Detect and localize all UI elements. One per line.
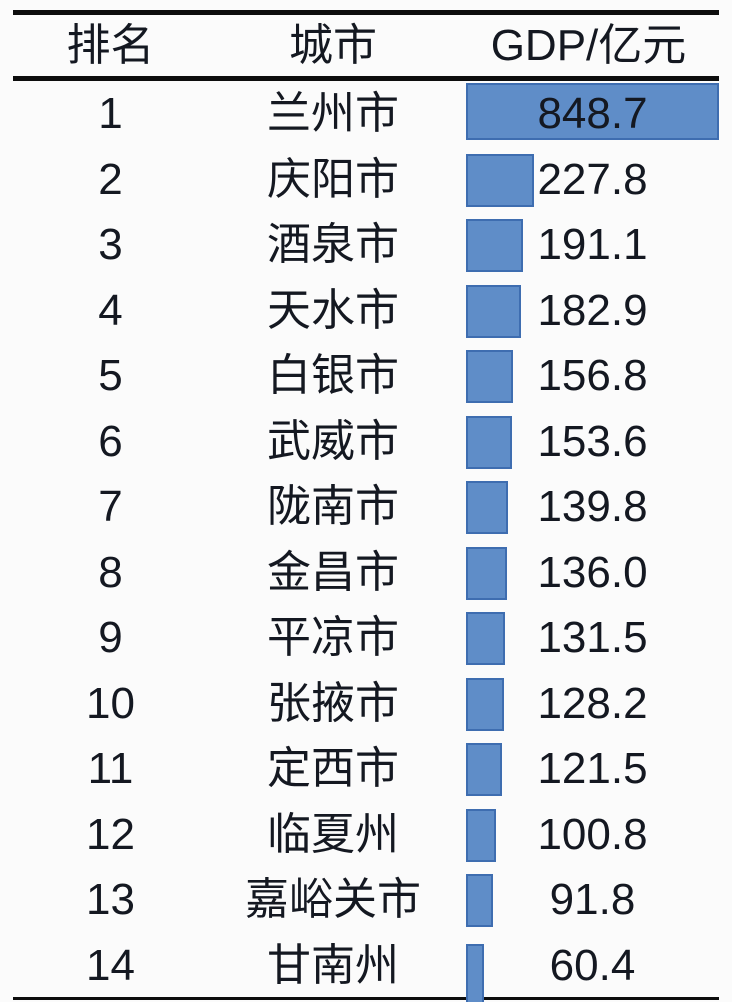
city-cell: 天水市: [267, 285, 399, 335]
gdp-value: 848.7: [537, 89, 648, 138]
rank-cell: 13: [86, 875, 135, 924]
column-header-gdp: GDP/亿元: [490, 21, 687, 70]
gdp-cell: 128.2: [466, 671, 719, 737]
gdp-bar: [466, 153, 534, 207]
city-cell: 金昌市: [267, 547, 399, 597]
rank-cell: 7: [98, 482, 123, 531]
rank-cell: 8: [98, 547, 123, 597]
rank-cell: 6: [98, 416, 123, 466]
city-cell: 平凉市: [267, 613, 399, 662]
gdp-bar: [466, 546, 507, 600]
gdp-bar: [466, 481, 508, 534]
gdp-bar: [466, 743, 503, 796]
gdp-bar: [466, 612, 506, 665]
rank-cell: 1: [98, 89, 123, 138]
gdp-bar: [466, 677, 505, 731]
rank-cell: 12: [86, 809, 135, 859]
column-header-city: 城市: [289, 21, 377, 70]
gdp-cell: 131.5: [466, 605, 719, 671]
column-header-rank: 排名: [66, 21, 155, 70]
gdp-cell: 156.8: [466, 343, 719, 409]
gdp-cell: 182.9: [466, 278, 719, 344]
table-row: 6 武威市 153.6: [0, 409, 732, 475]
table-row: 8 金昌市 136.0: [0, 540, 732, 606]
gdp-value: 227.8: [537, 154, 648, 204]
rank-cell: 14: [86, 940, 135, 990]
city-cell: 张掖市: [267, 678, 399, 728]
city-cell: 临夏州: [267, 809, 399, 859]
gdp-value: 139.8: [537, 482, 648, 531]
table-row: 12 临夏州 100.8: [0, 802, 732, 868]
gdp-bar: [466, 808, 496, 862]
city-cell: 嘉峪关市: [245, 875, 421, 924]
table-row: 5 白银市 156.8: [0, 343, 732, 409]
gdp-bar: [466, 83, 719, 140]
gdp-value: 128.2: [537, 678, 648, 728]
gdp-bar: [466, 943, 484, 1002]
gdp-cell: 191.1: [466, 212, 719, 278]
gdp-value: 131.5: [537, 613, 648, 662]
table-row: 4 天水市 182.9: [0, 278, 732, 344]
gdp-cell: 91.8: [466, 867, 719, 933]
table-row: 3 酒泉市 191.1: [0, 212, 732, 278]
gdp-value: 182.9: [537, 285, 648, 335]
gdp-value: 156.8: [537, 351, 648, 400]
table-row: 9 平凉市 131.5: [0, 605, 732, 671]
city-cell: 武威市: [267, 416, 399, 466]
gdp-cell: 139.8: [466, 474, 719, 540]
gdp-value: 153.6: [537, 416, 648, 466]
table-body: 1 兰州市 848.7 2 庆阳市 227.8 3 酒泉市 191.1: [0, 81, 732, 1002]
gdp-cell: 848.7: [466, 81, 719, 147]
city-cell: 兰州市: [267, 89, 399, 138]
gdp-value: 91.8: [549, 875, 636, 924]
rank-cell: 5: [98, 351, 123, 400]
gdp-cell: 60.4: [466, 933, 719, 1002]
table-row: 10 张掖市 128.2: [0, 671, 732, 737]
gdp-value: 136.0: [537, 547, 648, 597]
gdp-value: 121.5: [537, 744, 648, 793]
gdp-bar: [466, 350, 513, 403]
rank-cell: 10: [86, 678, 135, 728]
gdp-bar: [466, 874, 494, 927]
gdp-cell: 100.8: [466, 802, 719, 868]
gdp-bar: [466, 415, 512, 469]
rank-cell: 11: [87, 744, 134, 793]
rank-cell: 4: [98, 285, 123, 335]
city-cell: 酒泉市: [267, 220, 399, 269]
table-row: 1 兰州市 848.7: [0, 81, 732, 147]
city-cell: 甘南州: [267, 940, 399, 990]
header-rule: [13, 76, 719, 81]
gdp-cell: 153.6: [466, 409, 719, 475]
rank-cell: 3: [98, 220, 123, 269]
city-cell: 陇南市: [267, 482, 399, 531]
table-header: 排名 城市 GDP/亿元: [0, 15, 732, 76]
gdp-value: 191.1: [537, 220, 648, 269]
gdp-cell: 227.8: [466, 147, 719, 213]
gdp-bar: [466, 284, 521, 338]
gdp-value: 100.8: [537, 809, 648, 859]
city-cell: 白银市: [267, 351, 399, 400]
rank-cell: 9: [98, 613, 123, 662]
city-cell: 庆阳市: [267, 154, 399, 204]
gdp-bar: [466, 219, 523, 272]
gdp-cell: 136.0: [466, 540, 719, 606]
top-rule: [13, 10, 719, 15]
table-row: 2 庆阳市 227.8: [0, 147, 732, 213]
table-row: 13 嘉峪关市 91.8: [0, 867, 732, 933]
rank-cell: 2: [98, 154, 123, 204]
table-row: 7 陇南市 139.8: [0, 474, 732, 540]
gdp-value: 60.4: [549, 940, 636, 990]
table-row: 14 甘南州 60.4: [0, 933, 732, 1002]
gdp-cell: 121.5: [466, 736, 719, 802]
table-row: 11 定西市 121.5: [0, 736, 732, 802]
city-cell: 定西市: [267, 744, 399, 793]
bottom-rule: [13, 997, 719, 1000]
